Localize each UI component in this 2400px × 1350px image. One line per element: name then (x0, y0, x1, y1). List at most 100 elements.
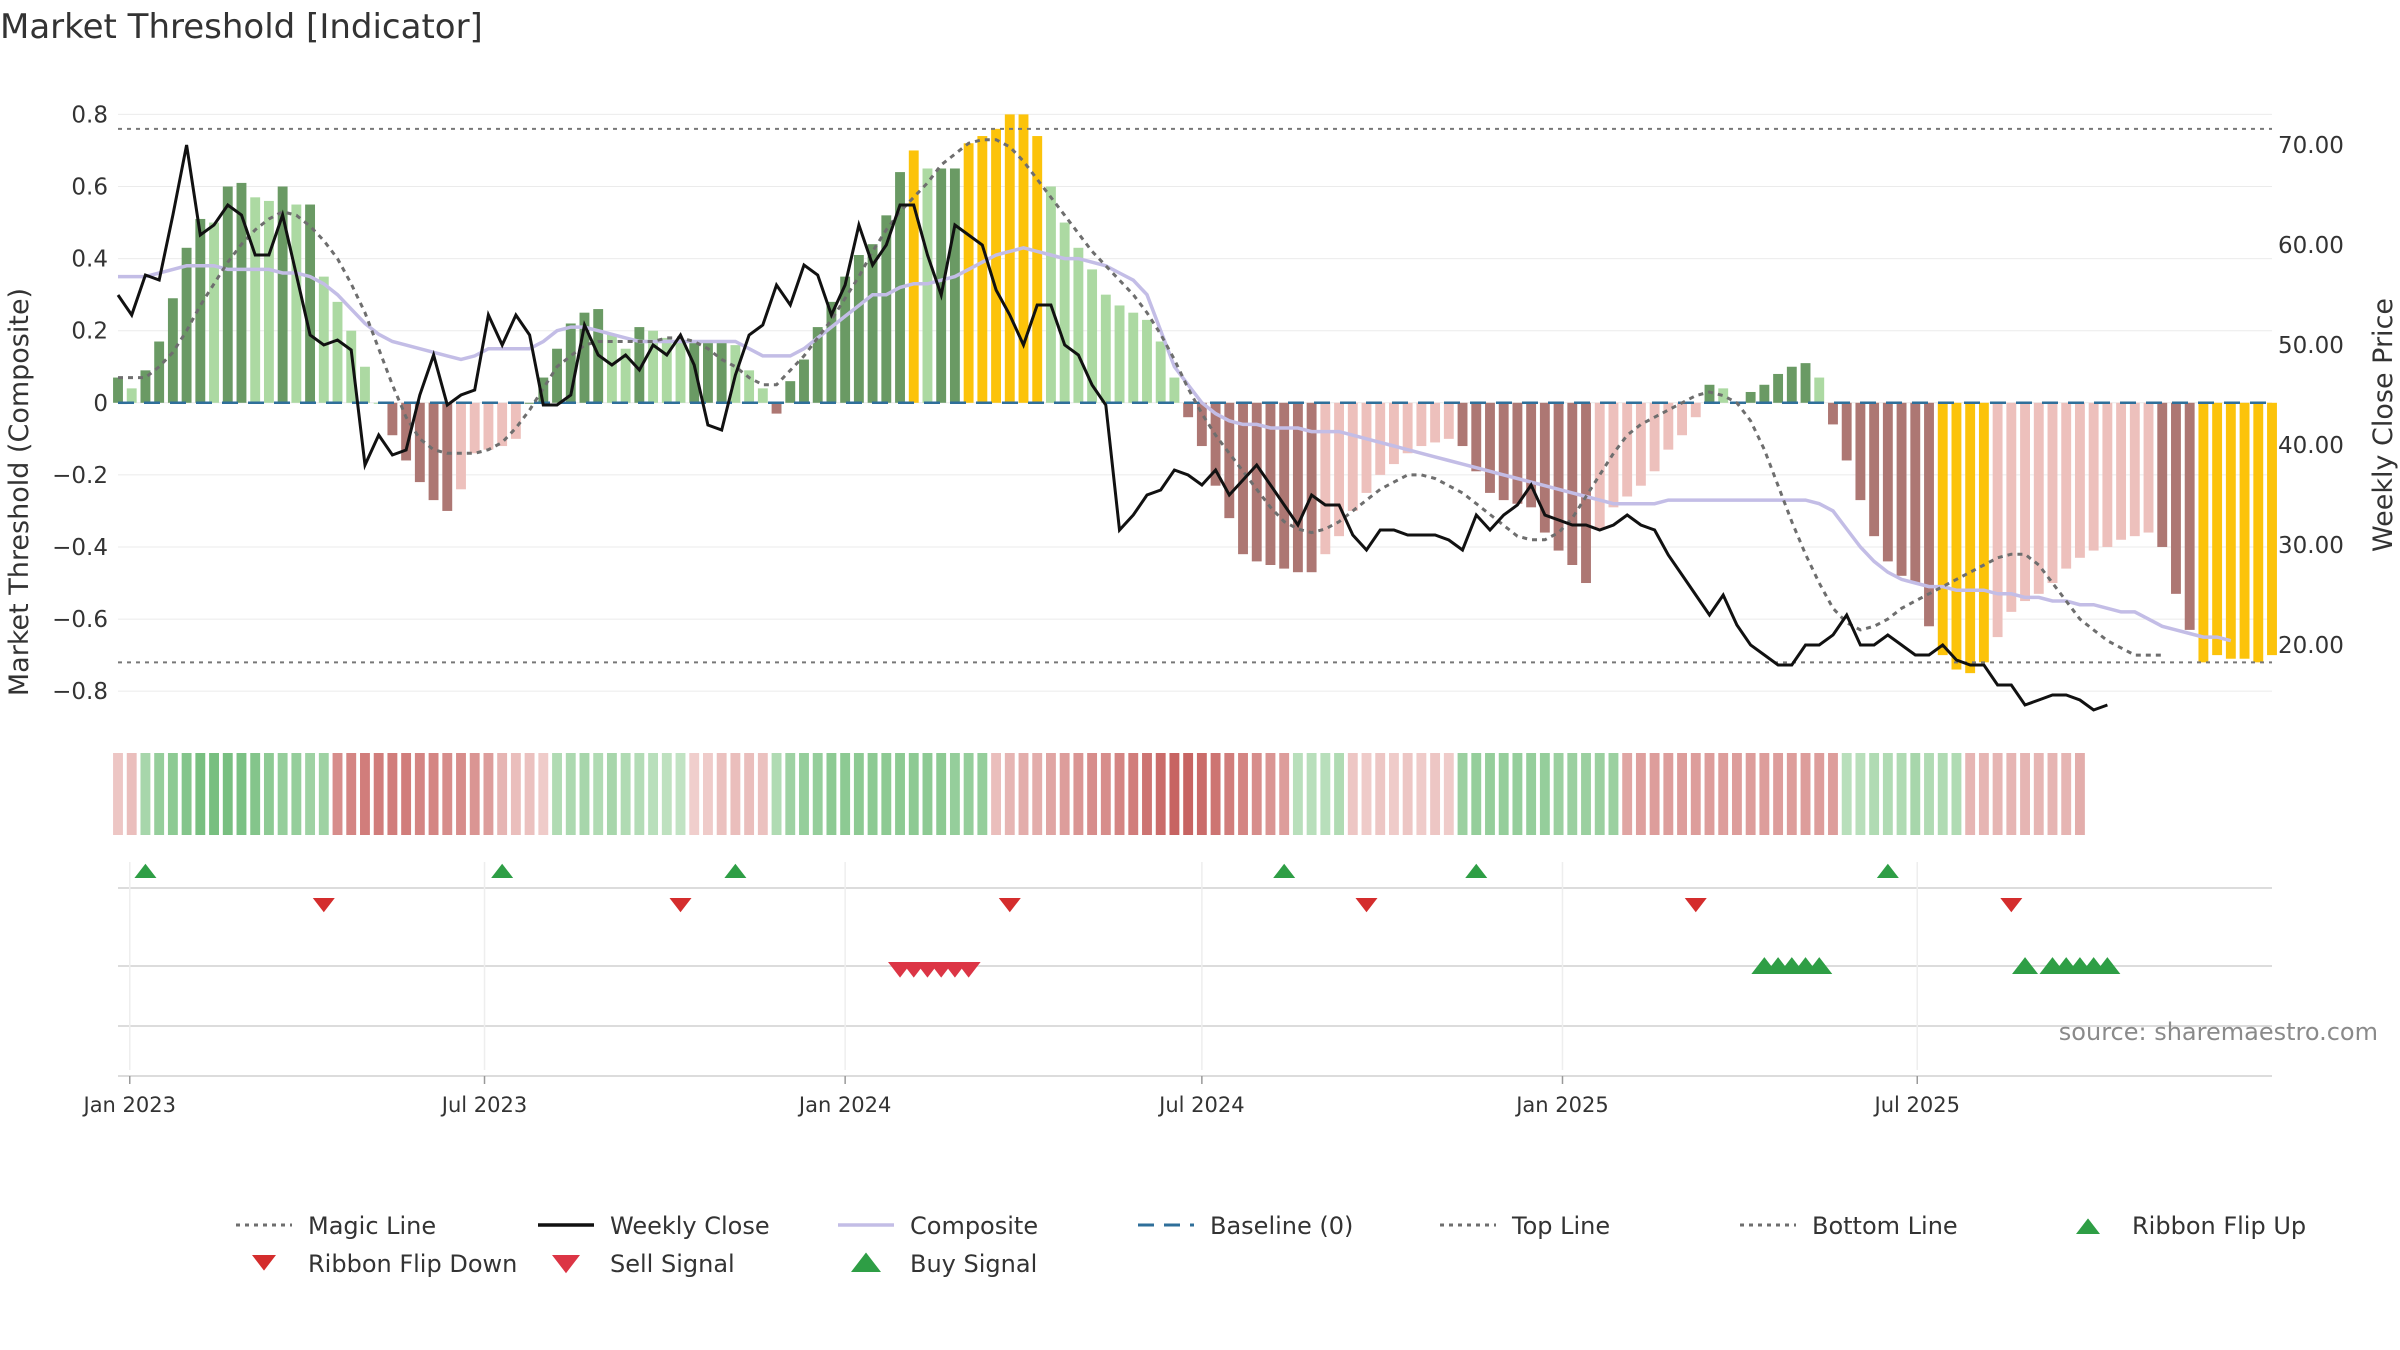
ribbon-cell (401, 753, 412, 835)
ribbon-cell (1073, 753, 1084, 835)
threshold-bar (1512, 402, 1523, 504)
ribbon-cell (1594, 753, 1605, 835)
threshold-bar (222, 186, 233, 403)
ribbon-cell (1169, 753, 1180, 835)
ribbon-cell (1265, 753, 1276, 835)
ribbon-cell (538, 753, 549, 835)
ribbon-flip-up-marker (724, 863, 747, 878)
ribbon-cell (1224, 753, 1235, 835)
threshold-bar (1375, 402, 1386, 475)
ribbon-cell (1539, 753, 1550, 835)
threshold-bar (1292, 402, 1303, 573)
threshold-bar (428, 402, 439, 501)
ribbon-cell (1142, 753, 1152, 835)
buy-signal-marker (2094, 957, 2121, 974)
ribbon-cell (2006, 753, 2017, 835)
threshold-bar (1388, 402, 1399, 465)
ribbon-cell (1608, 753, 1619, 835)
threshold-bar (2020, 402, 2030, 602)
ribbon-cell (346, 753, 357, 835)
ribbon-cell (895, 753, 905, 835)
triangle-up-icon (2076, 1218, 2100, 1234)
threshold-bar (510, 402, 521, 439)
ribbon-cell (1334, 753, 1344, 835)
threshold-bar (840, 276, 851, 403)
ribbon-cell (236, 753, 247, 835)
threshold-bar (1142, 319, 1152, 403)
ribbon-cell (1553, 753, 1564, 835)
ribbon-cell (497, 753, 508, 835)
ribbon-cell (1292, 753, 1303, 835)
ribbon-cell (1196, 753, 1207, 835)
threshold-bar (1334, 402, 1344, 537)
threshold-bar (1594, 402, 1605, 529)
threshold-bar (1032, 136, 1043, 403)
threshold-bar (991, 128, 1002, 403)
ribbon-cell (1745, 753, 1756, 835)
threshold-bar (483, 402, 494, 450)
ribbon-cell (949, 753, 960, 835)
threshold-bar (565, 323, 576, 403)
threshold-bar (1773, 373, 1784, 403)
threshold-bar (881, 215, 892, 403)
x-tick-label: Jan 2025 (1514, 1093, 1609, 1117)
threshold-bar (1814, 377, 1825, 403)
threshold-bar (469, 402, 480, 454)
threshold-bar (497, 402, 508, 447)
legend-item: Buy Signal (851, 1250, 1037, 1278)
threshold-bar (195, 218, 206, 403)
magic-line (118, 138, 2163, 657)
threshold-bar (2006, 402, 2017, 612)
ribbon-cell (785, 753, 796, 835)
left-y-tick-label: 0.6 (71, 175, 108, 201)
threshold-bar (1828, 402, 1838, 425)
ribbon-cell (442, 753, 453, 835)
ribbon-cell (1320, 753, 1331, 835)
threshold-bar (1279, 402, 1290, 569)
threshold-bar (689, 341, 700, 403)
ribbon-cell (154, 753, 165, 835)
ribbon-cell (1361, 753, 1372, 835)
ribbon-flip-down-marker (998, 898, 1021, 913)
threshold-bar (1471, 402, 1482, 472)
ribbon-cell (1388, 753, 1399, 835)
threshold-bar (1059, 222, 1070, 403)
ribbon-cell (1498, 753, 1509, 835)
threshold-bar (414, 402, 425, 483)
ribbon-cell (1018, 753, 1029, 835)
legend: Magic Line Weekly Close Composite Baseline … (236, 1212, 2306, 1278)
ribbon-cell (812, 753, 823, 835)
left-y-tick-label: −0.4 (52, 535, 108, 561)
ribbon-cell (1581, 753, 1591, 835)
ribbon-cell (414, 753, 425, 835)
ribbon-cell (1128, 753, 1139, 835)
legend-item: Composite (838, 1212, 1038, 1240)
ribbon-cell (1773, 753, 1784, 835)
ribbon-cell (744, 753, 755, 835)
threshold-bar (606, 334, 617, 403)
ribbon-cell (1238, 753, 1248, 835)
legend-item: Magic Line (236, 1212, 436, 1240)
composite-line (118, 245, 2232, 643)
threshold-bar (360, 366, 370, 403)
threshold-bar (936, 168, 947, 403)
ribbon-cell (1677, 753, 1687, 835)
threshold-bar (1320, 402, 1331, 555)
threshold-bar (1347, 402, 1358, 511)
threshold-bar (1882, 402, 1893, 562)
ribbon-cell (579, 753, 590, 835)
threshold-bar (1553, 402, 1564, 551)
threshold-bar (2225, 402, 2236, 659)
threshold-bar (634, 327, 645, 403)
threshold-bar (1046, 186, 1056, 403)
threshold-bar (318, 276, 329, 403)
ribbon-cell (1059, 753, 1070, 835)
threshold-bar (1498, 402, 1509, 501)
ribbon-cell (456, 753, 466, 835)
legend-item: Weekly Close (538, 1212, 770, 1240)
threshold-bar (2143, 402, 2154, 533)
threshold-bar (1677, 402, 1687, 436)
ribbon-cell (1690, 753, 1701, 835)
ribbon-cell (1279, 753, 1290, 835)
